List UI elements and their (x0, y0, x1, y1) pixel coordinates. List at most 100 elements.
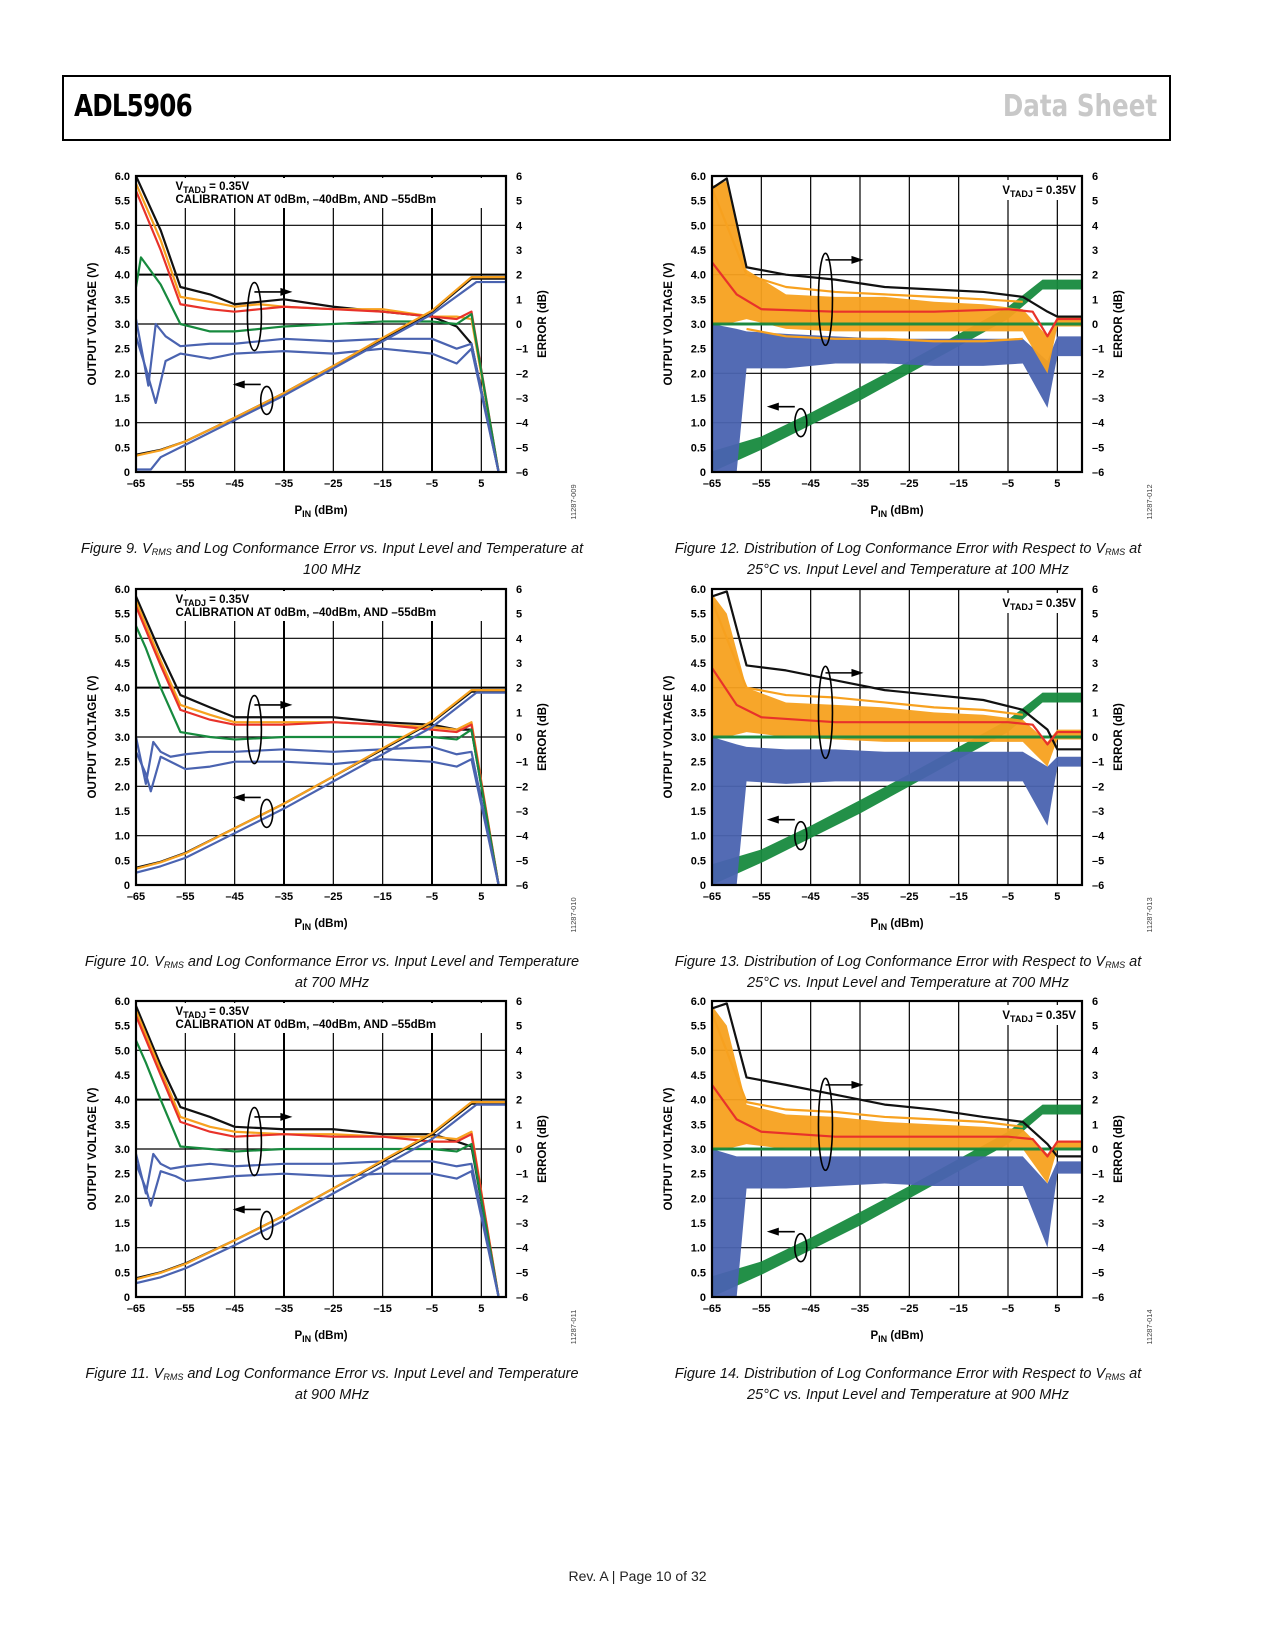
y-left-tick-label: 5.5 (115, 609, 130, 621)
y-left-tick-label: 4.5 (691, 658, 706, 670)
y-right-tick-label: –3 (516, 806, 528, 818)
y-left-tick-label: 5.0 (691, 220, 706, 232)
x-tick-label: –35 (275, 891, 293, 903)
x-tick-label: –35 (851, 478, 869, 490)
x-axis-label: PIN (dBm) (870, 1330, 923, 1344)
y-right-tick-label: 0 (516, 1144, 522, 1156)
y-right-tick-label: –1 (1092, 344, 1104, 356)
ellipse-callout (259, 1210, 274, 1241)
ellipse-callout (259, 798, 274, 829)
y-left-tick-label: 6.0 (691, 996, 706, 1008)
series-line (136, 1103, 506, 1285)
y-left-tick-label: 0.5 (691, 1267, 706, 1279)
callouts (766, 665, 864, 851)
y-left-tick-label: 5.5 (691, 1021, 706, 1033)
y-right-axis-label: ERROR (dB) (537, 290, 549, 358)
band-blue (712, 324, 1082, 472)
x-tick-label: –5 (1002, 478, 1014, 490)
x-tick-label: –65 (127, 891, 145, 903)
y-right-tick-label: –3 (516, 393, 528, 405)
y-right-tick-label: –1 (516, 757, 528, 769)
y-right-tick-label: 6 (516, 171, 522, 183)
y-left-tick-label: 2.5 (691, 1169, 706, 1181)
y-right-tick-label: –3 (1092, 1218, 1104, 1230)
y-left-tick-label: 5.0 (115, 220, 130, 232)
y-right-tick-label: 5 (1092, 196, 1098, 208)
y-left-tick-label: 1.5 (115, 806, 130, 818)
y-left-tick-label: 5.0 (691, 1045, 706, 1057)
y-right-tick-label: –1 (516, 1169, 528, 1181)
x-tick-label: –65 (703, 891, 721, 903)
y-right-tick-label: –6 (516, 467, 528, 479)
calibration-label: CALIBRATION AT 0dBm, –40dBm, AND –55dBm (175, 607, 436, 619)
y-right-tick-label: 2 (1092, 683, 1098, 695)
series-line (136, 600, 500, 885)
x-tick-label: –65 (703, 478, 721, 490)
figure-code: 11287-011 (569, 1310, 578, 1345)
arrow-head-icon (280, 287, 293, 296)
ellipse-callout (794, 407, 808, 438)
chart-fig14: VTADJ = 0.35V–65 –55 –45 –35 –25 –15 –5 500.51.… (663, 996, 1154, 1345)
y-left-tick-label: 3.5 (691, 294, 706, 306)
product-name: ADL5906 (74, 89, 193, 124)
x-tick-label: –45 (225, 1303, 243, 1315)
figure-fig10: VTADJ = 0.35V CALIBRATION AT 0dBm, –40dBm… (52, 573, 612, 991)
x-tick-label: –25 (324, 891, 342, 903)
y-left-tick-label: 1.5 (691, 1218, 706, 1230)
y-right-tick-label: 4 (516, 633, 523, 645)
y-right-tick-label: 3 (1092, 1070, 1098, 1082)
y-right-tick-label: –1 (1092, 757, 1104, 769)
figure-fig12: VTADJ = 0.35V –65 –55 –45 –35 –25 –15 –5 5 0 0.5 1.… (628, 160, 1188, 578)
x-tick-label: –45 (801, 891, 819, 903)
series-line (712, 261, 1082, 338)
arrow-head-icon (851, 255, 864, 264)
arrow-head-icon (766, 402, 779, 411)
y-right-tick-label: 1 (516, 707, 522, 719)
y-right-tick-label: 4 (516, 220, 523, 232)
y-left-axis-label: OUTPUT VOLTAGE (V) (663, 675, 675, 798)
y-left-tick-label: 6.0 (115, 584, 130, 596)
page-footer: Rev. A | Page 10 of 32 (568, 1568, 707, 1584)
y-left-tick-label: 3.0 (115, 319, 130, 331)
y-right-axis-label: ERROR (dB) (1113, 1115, 1125, 1183)
y-left-tick-label: 3.5 (691, 707, 706, 719)
y-left-tick-label: 5.0 (115, 1045, 130, 1057)
y-right-tick-label: 2 (516, 1095, 522, 1107)
arrow-head-icon (766, 1227, 779, 1236)
series-line (136, 736, 500, 885)
vtadj-label: VTADJ = 0.35V (175, 1006, 249, 1020)
y-right-tick-label: 0 (516, 319, 522, 331)
x-tick-label: –25 (900, 478, 918, 490)
y-left-tick-label: 1.0 (115, 1243, 130, 1255)
y-right-tick-label: 2 (1092, 270, 1098, 282)
x-tick-label: –65 (127, 1303, 145, 1315)
ellipse-callout (246, 694, 263, 765)
y-left-tick-label: 3.5 (115, 1119, 130, 1131)
y-right-tick-label: –4 (1092, 418, 1105, 430)
y-right-tick-label: 0 (1092, 1144, 1098, 1156)
y-right-tick-label: –1 (1092, 1169, 1104, 1181)
y-left-tick-label: 4.0 (115, 683, 130, 695)
y-left-tick-label: 4.5 (115, 658, 130, 670)
y-right-tick-label: –2 (516, 1193, 528, 1205)
y-right-tick-label: –6 (1092, 880, 1104, 892)
x-tick-label: –5 (1002, 891, 1014, 903)
y-left-tick-label: 5.5 (115, 196, 130, 208)
y-left-tick-label: 5.5 (691, 196, 706, 208)
figure-fig14: VTADJ = 0.35V –65 –55 –45 –35 –25 –15 –5 5 0 0.5 1.… (628, 985, 1188, 1403)
y-right-tick-label: –2 (516, 368, 528, 380)
y-right-tick-label: –2 (1092, 1193, 1104, 1205)
y-right-tick-label: 3 (516, 1070, 522, 1082)
x-tick-label: –55 (752, 891, 770, 903)
y-left-tick-label: 6.0 (691, 171, 706, 183)
y-left-tick-label: 1.0 (115, 831, 130, 843)
vtadj-label: VTADJ = 0.35V (1002, 185, 1076, 199)
band-green (712, 1104, 1082, 1297)
y-left-tick-label: 0.5 (115, 855, 130, 867)
figure-caption: Figure 12. Distribution of Log Conforman… (674, 541, 1142, 578)
vtadj-label: VTADJ = 0.35V (175, 181, 249, 195)
y-left-tick-label: 0.5 (115, 1267, 130, 1279)
